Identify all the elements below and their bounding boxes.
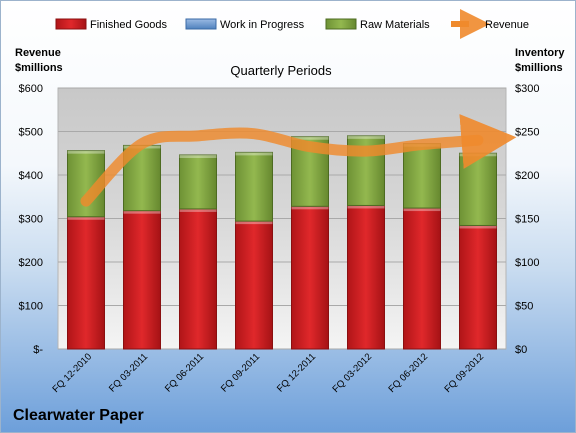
legend-label-revenue: Revenue: [485, 19, 529, 31]
legend-swatch-raw-materials: [325, 18, 357, 30]
left-tick-label: $200: [19, 257, 43, 269]
right-tick-label: $250: [515, 127, 539, 139]
bar-highlight: [459, 153, 497, 157]
left-axis-title-line2: $millions: [15, 62, 63, 74]
bar-highlight: [347, 205, 385, 209]
legend-swatch-work-in-progress: [185, 18, 217, 30]
bar-finished-goods: [179, 208, 217, 350]
bar-raw-materials: [179, 154, 217, 210]
bar-finished-goods: [459, 224, 497, 350]
left-tick-label: $300: [19, 214, 43, 226]
bar-finished-goods: [67, 216, 105, 350]
company-name: Clearwater Paper: [13, 407, 144, 424]
bar-raw-materials: [403, 143, 441, 209]
left-axis-title-line1: Revenue: [15, 47, 61, 59]
bar-highlight: [235, 152, 273, 156]
bar-highlight: [123, 210, 161, 214]
left-tick-label: $100: [19, 301, 43, 313]
legend: Finished Goods Work in Progress Raw Mate…: [55, 9, 529, 39]
bar-highlight: [403, 208, 441, 212]
bar-finished-goods: [347, 204, 385, 350]
left-axis-ticks: $- $100 $200 $300 $400 $500 $600: [19, 83, 44, 356]
x-tick-label: FQ 09-2011: [219, 351, 262, 394]
bar-highlight: [459, 225, 497, 229]
x-tick-label: FQ 03-2011: [107, 351, 150, 394]
bar-raw-materials: [235, 151, 273, 222]
revenue-line: [80, 114, 517, 207]
x-tick-label: FQ 12-2010: [50, 351, 94, 395]
legend-label-finished-goods: Finished Goods: [90, 19, 168, 31]
bar-highlight: [67, 150, 105, 154]
bar-finished-goods: [291, 205, 329, 350]
chart-title: Quarterly Periods: [230, 63, 332, 78]
left-tick-label: $-: [33, 344, 43, 356]
legend-label-work-in-progress: Work in Progress: [220, 19, 305, 31]
bar-highlight: [179, 208, 217, 212]
right-tick-label: $150: [515, 214, 539, 226]
bar-raw-materials: [459, 152, 497, 226]
bar-highlight: [347, 135, 385, 139]
bar-highlight: [235, 221, 273, 225]
right-tick-label: $100: [515, 257, 539, 269]
x-tick-label: FQ 06-2012: [386, 351, 430, 395]
bar-finished-goods: [123, 210, 161, 350]
left-tick-label: $400: [19, 170, 43, 182]
x-tick-label: FQ 09-2012: [442, 351, 486, 395]
x-tick-label: FQ 06-2011: [163, 351, 206, 394]
right-tick-label: $50: [515, 301, 533, 313]
bar-highlight: [179, 154, 217, 158]
right-axis-ticks: $0 $50 $100 $150 $200 $250 $300: [515, 83, 539, 356]
bar-highlight: [291, 136, 329, 140]
right-axis-title-line1: Inventory: [515, 47, 565, 59]
x-tick-label: FQ 03-2012: [330, 351, 374, 395]
bar-highlight: [67, 216, 105, 220]
right-tick-label: $200: [515, 170, 539, 182]
right-tick-label: $300: [515, 83, 539, 95]
left-tick-label: $600: [19, 83, 43, 95]
x-axis-ticks: FQ 12-2010 FQ 03-2011 FQ 06-2011 FQ 09-2011…: [50, 351, 486, 395]
right-tick-label: $0: [515, 344, 527, 356]
bar-finished-goods: [235, 220, 273, 350]
bar-finished-goods: [403, 207, 441, 350]
legend-label-raw-materials: Raw Materials: [360, 19, 430, 31]
right-axis-title-line2: $millions: [515, 62, 563, 74]
bar-highlight: [291, 206, 329, 210]
legend-swatch-finished-goods: [55, 18, 87, 30]
left-tick-label: $500: [19, 127, 43, 139]
x-tick-label: FQ 12-2011: [275, 351, 318, 394]
